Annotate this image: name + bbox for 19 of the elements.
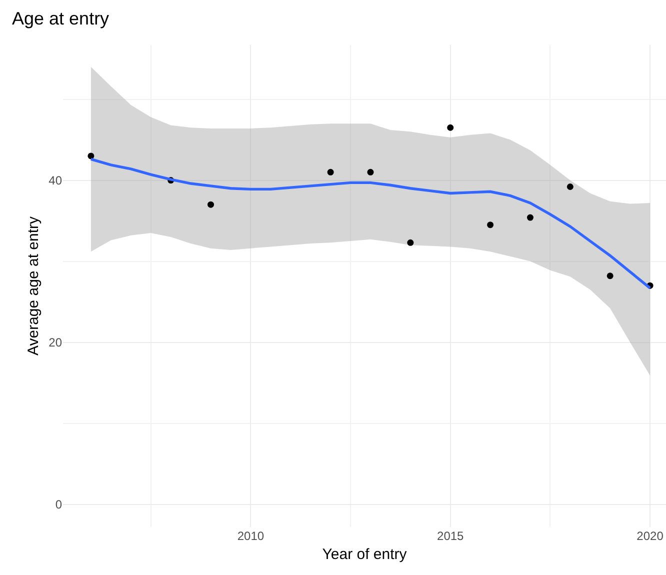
point: [487, 222, 494, 228]
point: [327, 168, 334, 176]
point: [407, 239, 414, 246]
point: [208, 201, 214, 208]
y-tick-label: 20: [48, 336, 62, 350]
x-tick-label: 2010: [237, 529, 264, 543]
point: [526, 214, 534, 221]
point: [606, 272, 614, 280]
x-axis-title: Year of entry: [322, 546, 408, 563]
x-tick-label: 2020: [636, 529, 664, 543]
point: [88, 152, 94, 160]
point: [367, 168, 374, 176]
y-axis-title: Average age at entry: [24, 216, 42, 356]
y-tick-label: 40: [48, 173, 62, 188]
x-tick-label: 2015: [437, 529, 464, 543]
y-tick-label: 0: [55, 498, 62, 512]
point: [447, 124, 454, 131]
point: [566, 184, 574, 190]
chart-title: Age at entry: [12, 8, 110, 28]
